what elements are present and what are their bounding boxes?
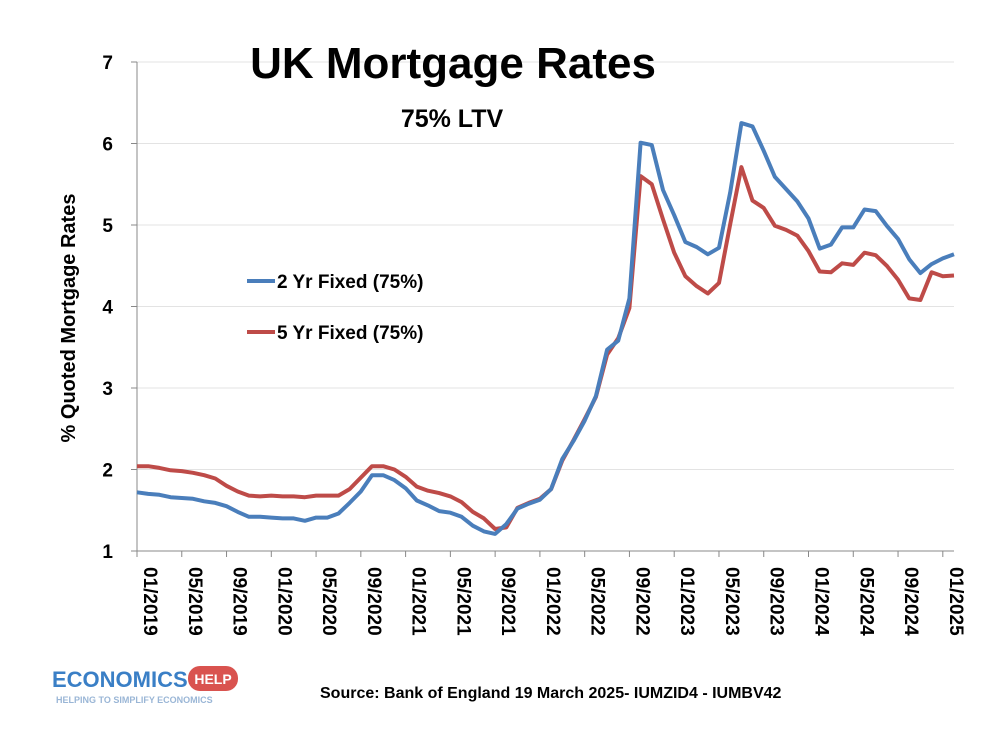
x-tick-label: 01/2021 (408, 567, 429, 636)
x-tick-label: 01/2019 (139, 567, 160, 636)
logo-badge-text: HELP (194, 671, 231, 687)
y-tick-label: 4 (102, 298, 113, 319)
logo-badge (188, 666, 238, 691)
series-line-5yr-fixed (137, 165, 955, 531)
y-tick-label: 1 (102, 542, 113, 563)
legend-label-2yr: 2 Yr Fixed (75%) (277, 272, 423, 293)
x-tick-label: 05/2020 (318, 567, 339, 636)
x-tick-label: 05/2021 (452, 567, 473, 636)
x-tick-label: 01/2023 (676, 567, 697, 636)
x-tick-label: 09/2020 (363, 567, 384, 636)
x-tick-label: 09/2024 (900, 567, 921, 636)
x-tick-label: 05/2019 (184, 567, 205, 636)
chart-subtitle: 75% LTV (401, 105, 504, 133)
x-tick-label: 01/2024 (811, 567, 832, 636)
legend: 2 Yr Fixed (75%) 5 Yr Fixed (75%) (247, 272, 423, 344)
y-tick-label: 2 (102, 461, 113, 482)
logo-primary-text: ECONOMICS (52, 667, 188, 692)
legend-label-5yr: 5 Yr Fixed (75%) (277, 323, 423, 344)
x-tick-label: 01/2020 (273, 567, 294, 636)
y-tick-label: 7 (102, 53, 113, 74)
series-lines (136, 121, 955, 536)
x-tick-label: 09/2021 (497, 567, 518, 636)
x-tick-label: 09/2019 (229, 567, 250, 636)
x-tick-label: 05/2024 (855, 567, 876, 636)
x-tick-label: 09/2022 (631, 567, 652, 636)
y-tick-label: 5 (102, 216, 113, 237)
x-tick-label: 05/2022 (587, 567, 608, 636)
x-tick-labels: 01/2019 05/2019 09/2019 01/2020 05/2020 09/20… (136, 551, 966, 636)
chart-title: UK Mortgage Rates (250, 39, 656, 88)
y-tick-label: 6 (102, 135, 113, 156)
logo-tagline: HELPING TO SIMPLIFY ECONOMICS (56, 695, 213, 705)
y-axis-label: % Quoted Mortgage Rates (58, 194, 80, 443)
economics-help-logo: ECONOMICS HELP HELPING TO SIMPLIFY ECONO… (52, 666, 238, 705)
series-line-2yr-fixed (136, 121, 955, 536)
x-tick-label: 01/2022 (542, 567, 563, 636)
y-tick-label: 3 (102, 379, 113, 400)
x-tick-label: 09/2023 (766, 567, 787, 636)
source-note: Source: Bank of England 19 March 2025- I… (320, 685, 782, 702)
gridlines (137, 61, 954, 470)
y-tick-labels: 1 2 3 4 5 6 7 (102, 53, 137, 563)
x-tick-label: 01/2025 (945, 567, 966, 636)
x-tick-label: 05/2023 (721, 567, 742, 636)
